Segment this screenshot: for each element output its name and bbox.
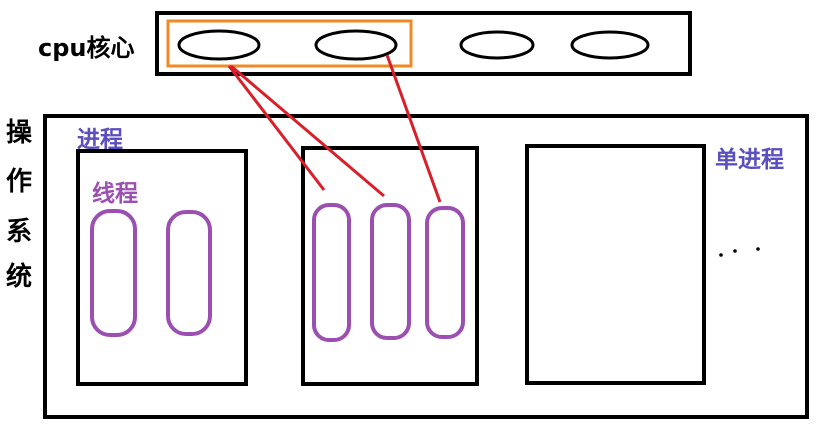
os-label: 操 作 系 统 [6, 118, 33, 292]
mapping-line-1 [227, 65, 326, 191]
cpu-core-4 [570, 30, 650, 60]
cpu-core-2 [314, 29, 398, 61]
cpu-label: cpu核心 [38, 34, 135, 62]
os-char-4: 统 [6, 261, 32, 292]
os-char-1: 操 [6, 118, 33, 148]
ellipsis-dot-3 [756, 247, 760, 251]
process-box-3 [525, 144, 706, 385]
os-char-2: 作 [6, 167, 32, 197]
single-process-label: 单进程 [715, 147, 784, 173]
mapping-line-2 [230, 64, 385, 198]
mapping-line-3 [385, 54, 442, 203]
cpu-cores-box [155, 11, 692, 76]
cpu-core-1 [177, 29, 261, 61]
os-box [43, 114, 809, 419]
cpu-core-3 [459, 30, 535, 60]
thread-2-2 [370, 203, 411, 340]
ellipsis-dot-2 [733, 249, 737, 253]
selected-cores-highlight [166, 19, 413, 68]
thread-1-1 [90, 209, 137, 337]
thread-2-1 [312, 203, 351, 342]
process-box-1 [76, 149, 248, 386]
process-label: 进程 [77, 127, 123, 153]
ellipsis-dot-1 [719, 253, 723, 257]
os-char-3: 系 [6, 217, 32, 247]
process-box-2 [301, 146, 479, 386]
thread-label: 线程 [92, 180, 138, 207]
thread-2-3 [425, 206, 465, 339]
thread-1-2 [166, 210, 212, 336]
